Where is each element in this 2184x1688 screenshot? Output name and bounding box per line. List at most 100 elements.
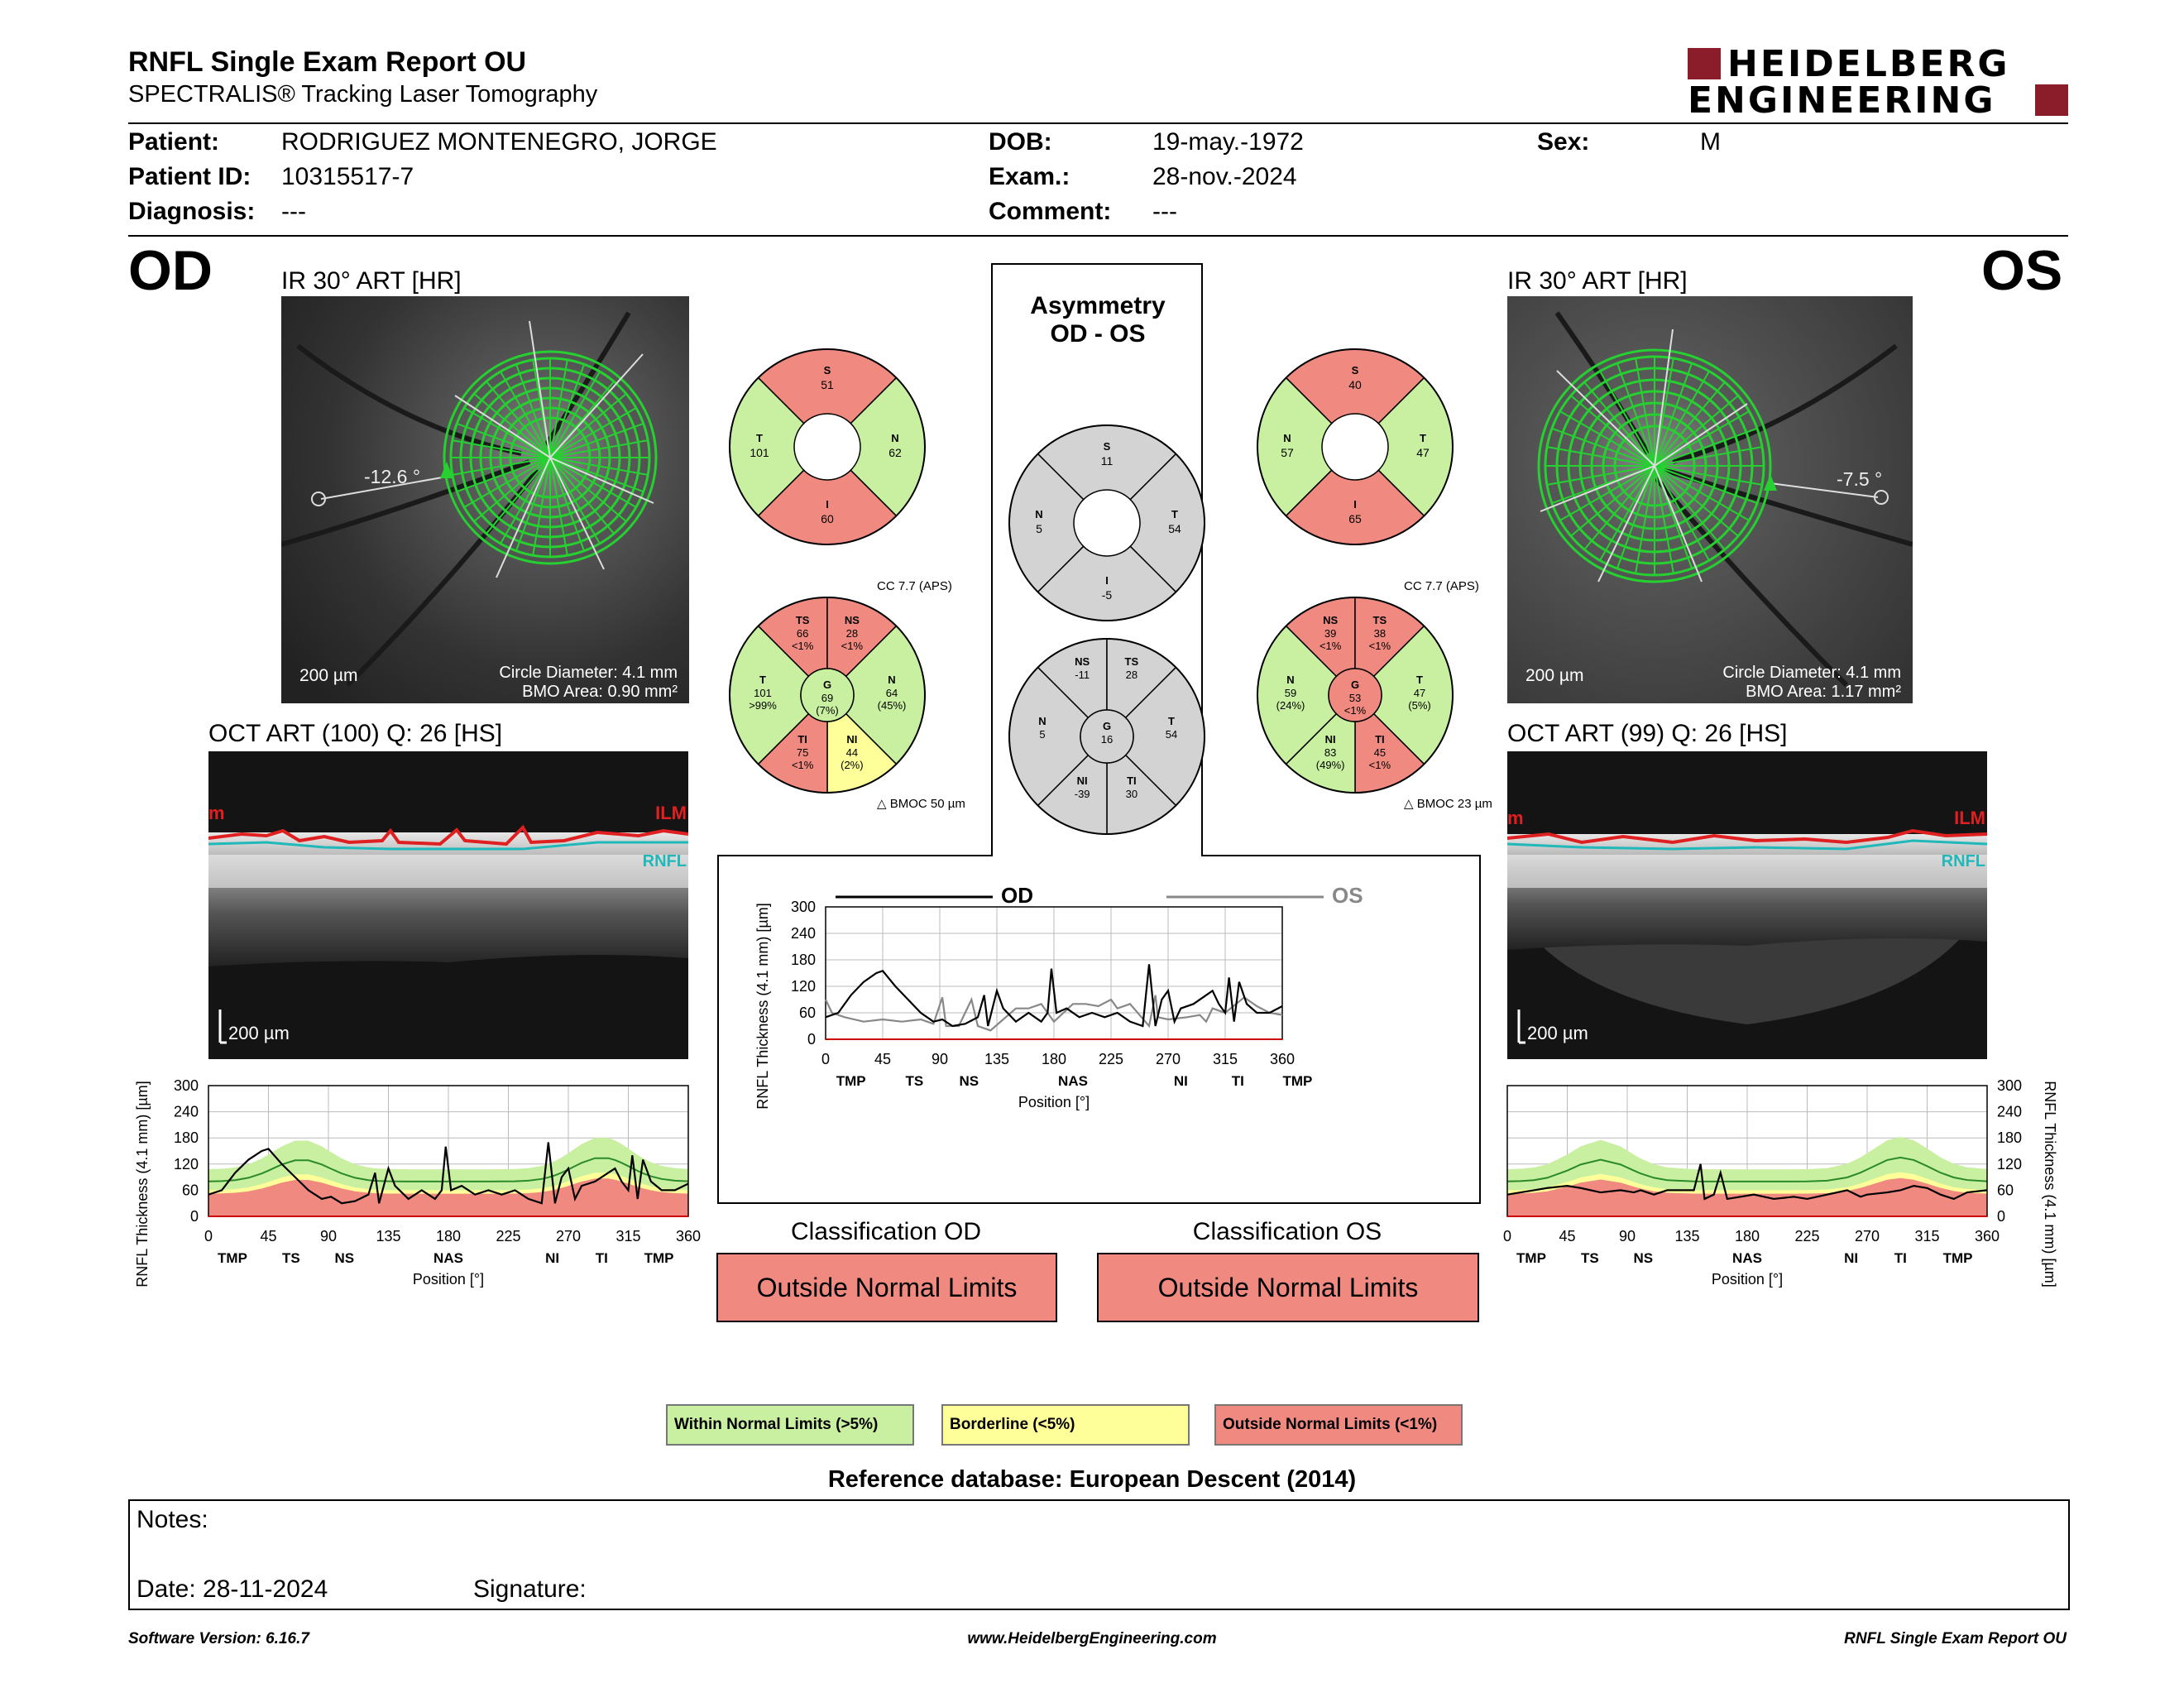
sector-percentile: >99% [749,699,777,712]
scan-spoke [515,363,551,458]
sector-value: 5 [1036,522,1042,535]
sector-value: 60 [821,512,834,525]
scan-spoke [1654,465,1758,505]
x-tick-label: 45 [1559,1228,1575,1244]
sector-value: 44 [846,746,858,759]
diagnosis-value: --- [281,198,306,225]
x-tick-label: 225 [1099,1051,1123,1067]
od-ilm-label: ILM [655,803,687,823]
os-oct-m-label: m [1507,808,1524,828]
scan-spoke [1654,446,1763,467]
scan-spoke [549,457,627,522]
y-tick-label: 120 [1997,1156,2022,1172]
report-title: RNFL Single Exam Report OU [128,46,527,78]
sector-axis-label: NI [1174,1073,1188,1089]
scan-spoke [1654,395,1739,467]
sector-label-G: G69(7%) [816,679,838,717]
od-sector6-chart: TS66<1%NS28<1%N64(45%)NI44(2%)TI75<1%T10… [729,597,926,794]
scan-spoke [1654,465,1739,537]
sector-letter: I [1105,574,1109,587]
x-tick-label: 180 [1042,1051,1066,1067]
sector-letter: G [823,679,831,691]
od-cc-label: CC 7.7 (APS) [877,579,952,593]
od-ir-title: IR 30° ART [HR] [281,267,462,295]
x-axis-label: Position [°] [1712,1271,1783,1288]
os-ilm-label: ILM [1954,808,1985,828]
sector-outline [729,597,926,794]
sector-value: 75 [797,746,808,759]
scan-spoke [549,407,637,458]
y-tick-label: 240 [174,1104,199,1120]
os-scale-label: 200 µm [1525,666,1584,685]
dob-label: DOB: [989,128,1052,156]
comment-value: --- [1152,198,1177,225]
x-tick-label: 135 [1674,1228,1699,1244]
sector-percentile: (24%) [1276,699,1305,712]
sector-value: 39 [1324,627,1336,640]
sector-letter: N [1035,508,1042,520]
logo-square-bottom [2035,84,2068,116]
sector-percentile: <1% [1369,759,1391,771]
os-series-line [825,995,1283,1032]
sector-value: 45 [1374,746,1386,759]
scan-spoke [1616,465,1655,569]
diagnosis-label: Diagnosis: [128,198,256,225]
os-oct-image: m ILM RNFL 200 µm [1507,751,1987,1059]
scan-spoke [486,457,551,535]
x-tick-label: 315 [615,1228,640,1244]
scan-spoke [549,393,627,458]
footer-report: RNFL Single Exam Report OU [1844,1630,2067,1647]
x-tick-label: 270 [1156,1051,1181,1067]
sector-value: 28 [846,627,858,640]
od-bmo-area: BMO Area: 0.90 mm² [522,683,678,701]
os-ir-overlay [1537,311,1913,688]
os-ir-image: -7.5 ° 200 µm Circle Diameter: 4.1 mm BM… [1507,296,1913,703]
sector-label-T: T 54 [1168,508,1181,535]
scan-spoke [452,457,551,476]
sector-letter: NS [845,614,860,626]
band-outside [1507,1177,1987,1216]
y-tick-label: 120 [174,1156,199,1172]
ou-rnfl-chart: 0 60 120 180 240 300 0 45 90 135 180 225 270 315 360 TM… [754,883,1363,1110]
scan-spoke [1616,362,1655,467]
od-ir-overlay [281,311,658,688]
scan-spoke [549,457,644,492]
header-divider [128,122,2068,124]
x-tick-label: 360 [1270,1051,1295,1067]
footer-url[interactable]: www.HeidelbergEngineering.com [967,1630,1217,1647]
sector-value: 30 [1126,788,1138,800]
os-eye-label: OS [1981,239,2063,302]
asymmetry-title: Asymmetry OD - OS [993,292,1203,348]
os-bmo-area: BMO Area: 1.17 mm² [1746,683,1901,701]
sector-axis-label: TMP [836,1073,866,1089]
scan-spoke [1551,427,1655,467]
x-tick-label: 135 [376,1228,400,1244]
legend-od-label: OD [1001,883,1033,908]
sector-value: 51 [821,378,834,391]
sector-label-N: N 57 [1281,432,1294,459]
x-tick-label: 225 [1794,1228,1819,1244]
y-tick-label: 180 [791,952,816,968]
x-tick-label: 90 [320,1228,337,1244]
sector-value: 54 [1166,728,1177,741]
sector-value: 16 [1101,733,1113,746]
os-measured-line [1506,1163,1988,1201]
x-tick-label: 270 [1855,1228,1880,1244]
sector-label-N: N 62 [888,432,902,459]
company-logo: HEIDELBERG ENGINEERING [1688,43,2068,122]
legend-borderline: Borderline (<5%) [941,1404,1190,1446]
od-angle-label: -12.6 ° [364,466,421,487]
scan-spoke [532,457,551,556]
x-tick-label: 180 [1735,1228,1760,1244]
sector-letter: TI [1127,774,1137,787]
sector-axis-label: NAS [1732,1250,1762,1266]
sector-value: 38 [1374,627,1386,640]
sector-outline [1008,424,1205,621]
sector-value: 47 [1414,687,1425,699]
sector-G [1080,709,1134,764]
scan-spoke [1546,465,1655,486]
asymmetry-frame [717,263,1481,1204]
scan-spoke [515,457,551,552]
